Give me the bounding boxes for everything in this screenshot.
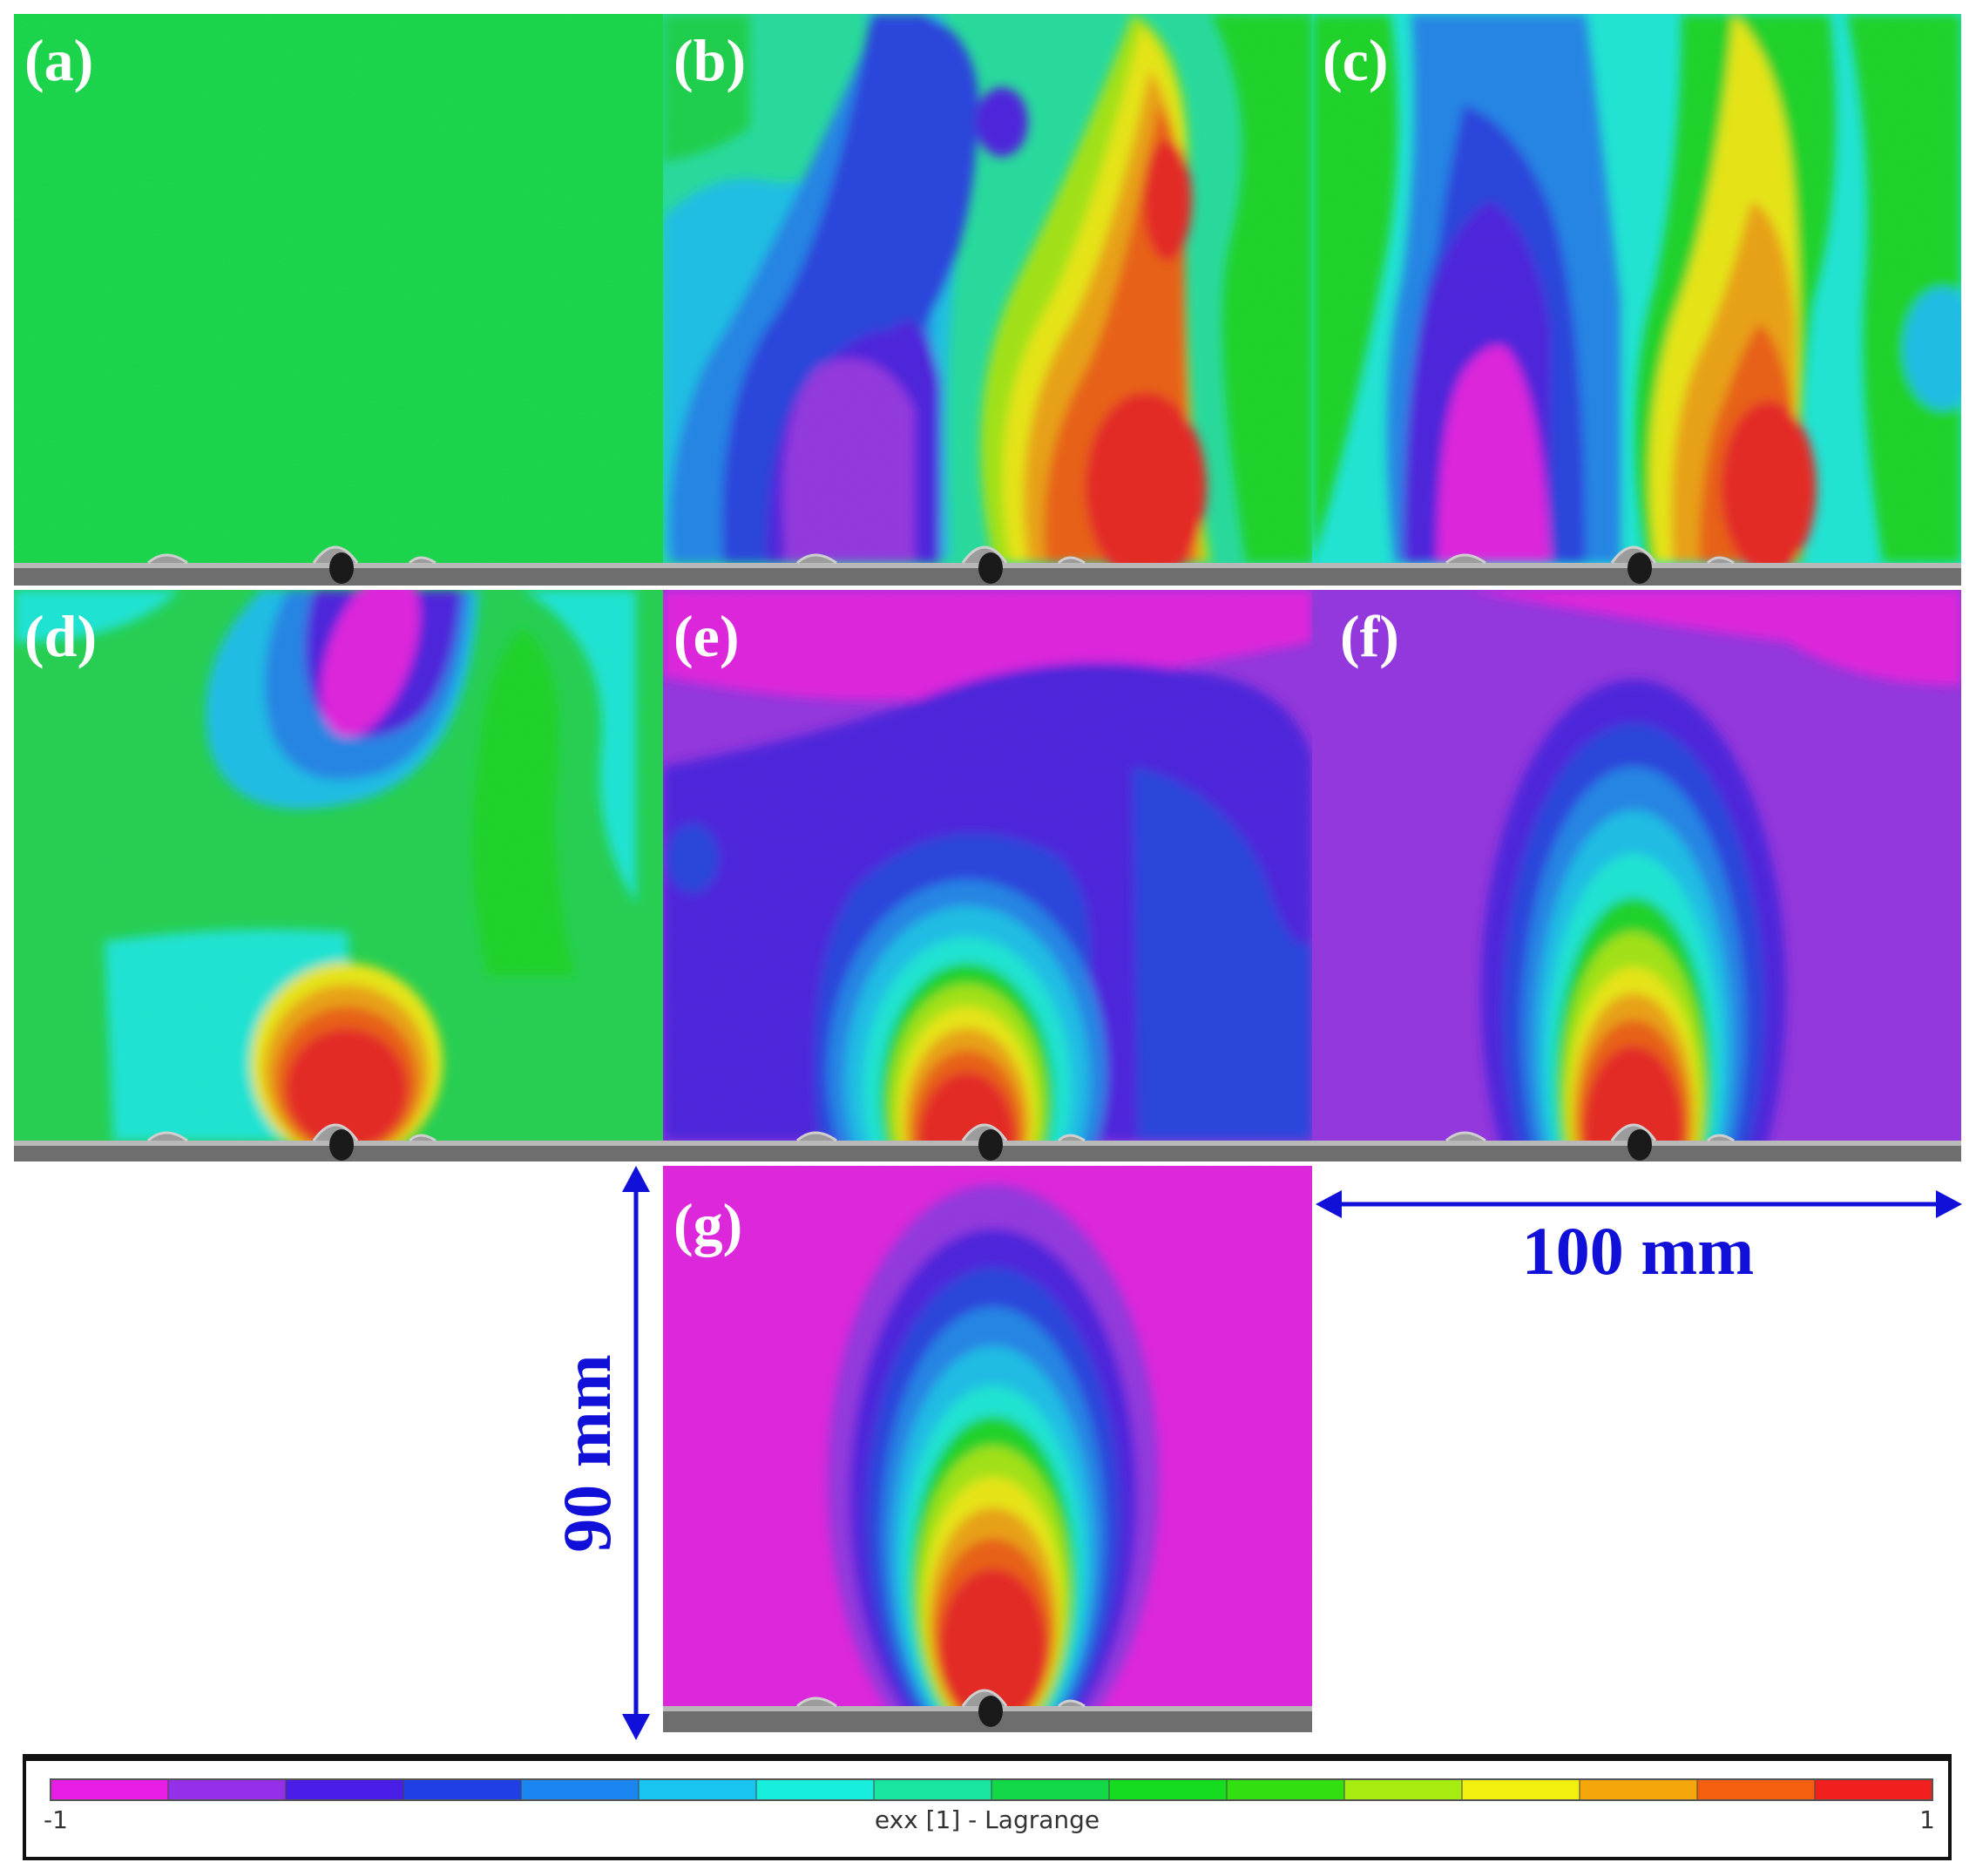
panel-label-e: (e) bbox=[673, 603, 739, 669]
weld-strip bbox=[663, 545, 1312, 586]
colorbar-swatch bbox=[755, 1778, 875, 1801]
colorbar-swatch bbox=[167, 1778, 287, 1801]
colorbar-swatches bbox=[50, 1778, 1933, 1801]
panel-label-f: (f) bbox=[1340, 603, 1399, 669]
panel-d bbox=[14, 590, 663, 1141]
width-dimension: 100 mm bbox=[1316, 1190, 1962, 1289]
weld-strip bbox=[14, 545, 663, 586]
height-label: 90 mm bbox=[549, 1354, 625, 1552]
weld-strip bbox=[663, 1689, 1312, 1732]
colorbar-swatch bbox=[1226, 1778, 1345, 1801]
panel-f bbox=[1312, 590, 1961, 1141]
colorbar-swatch bbox=[873, 1778, 992, 1801]
height-dimension: 90 mm bbox=[549, 1166, 650, 1740]
panel-label-b: (b) bbox=[673, 27, 746, 93]
colorbar-min-label: -1 bbox=[44, 1805, 68, 1834]
arrow-up-icon bbox=[622, 1166, 650, 1192]
panel-c bbox=[1312, 14, 1961, 563]
colorbar-swatch bbox=[1579, 1778, 1698, 1801]
weld-strip bbox=[14, 1123, 663, 1161]
colorbar-swatch bbox=[50, 1778, 169, 1801]
panel-g bbox=[663, 1166, 1312, 1706]
panel-label-c: (c) bbox=[1323, 27, 1388, 93]
panel-e bbox=[663, 590, 1312, 1141]
panel-d-overlay: (d) bbox=[14, 603, 663, 1161]
panel-b bbox=[663, 14, 1312, 563]
weld-strip bbox=[1312, 1123, 1961, 1161]
width-label: 100 mm bbox=[1522, 1213, 1754, 1289]
colorbar-max-label: 1 bbox=[1919, 1805, 1935, 1834]
colorbar-swatch bbox=[1461, 1778, 1580, 1801]
colorbar-swatch bbox=[638, 1778, 757, 1801]
colorbar-swatch bbox=[285, 1778, 404, 1801]
arrow-down-icon bbox=[622, 1714, 650, 1740]
panel-e-overlay: (e) bbox=[663, 603, 1312, 1161]
colorbar-swatch bbox=[1343, 1778, 1463, 1801]
panel-f-overlay: (f) bbox=[1312, 603, 1961, 1161]
weld-strip bbox=[1312, 545, 1961, 586]
colorbar-swatch bbox=[1696, 1778, 1816, 1801]
panel-label-a: (a) bbox=[24, 27, 93, 93]
colorbar-swatch bbox=[991, 1778, 1110, 1801]
panel-c-overlay: (c) bbox=[1312, 27, 1961, 586]
colorbar-title: exx [1] - Lagrange bbox=[875, 1805, 1100, 1834]
panel-b-overlay: (b) bbox=[663, 27, 1312, 586]
panel-g-overlay: (g) bbox=[663, 1191, 1312, 1732]
colorbar: -1 exx [1] - Lagrange 1 bbox=[23, 1754, 1952, 1860]
panel-label-g: (g) bbox=[673, 1191, 742, 1257]
arrow-left-icon bbox=[1316, 1190, 1342, 1218]
colorbar-swatch bbox=[1108, 1778, 1228, 1801]
weld-strip bbox=[663, 1123, 1312, 1161]
panel-label-d: (d) bbox=[24, 603, 97, 669]
arrow-right-icon bbox=[1936, 1190, 1962, 1218]
panel-a: (a) bbox=[14, 14, 663, 586]
colorbar-swatch bbox=[520, 1778, 639, 1801]
colorbar-swatch bbox=[1814, 1778, 1933, 1801]
colorbar-swatch bbox=[403, 1778, 522, 1801]
